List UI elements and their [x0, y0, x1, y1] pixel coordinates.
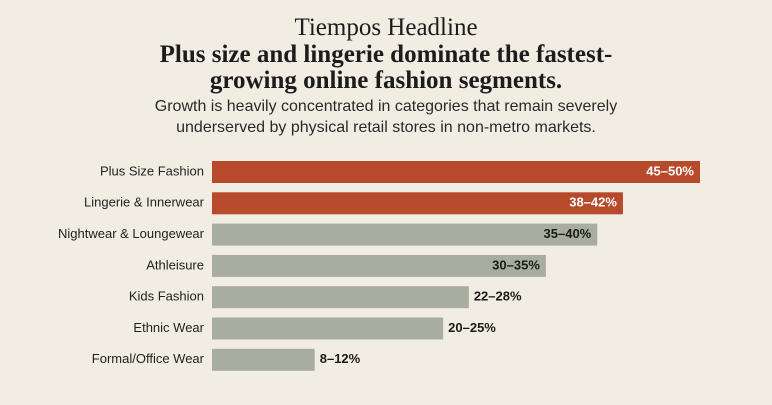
category-label: Nightwear & Loungewear [58, 226, 205, 241]
value-label: 22–28% [474, 289, 522, 304]
category-label: Kids Fashion [129, 289, 204, 304]
value-label: 45–50% [646, 163, 694, 178]
value-label: 20–25% [448, 320, 496, 335]
bar [212, 223, 598, 246]
chart-subtitle: Growth is heavily concentrated in catego… [154, 98, 618, 136]
bar [212, 192, 623, 215]
value-label: 38–42% [569, 195, 617, 210]
chart-title: Plus size and lingerie dominate the fast… [159, 41, 613, 94]
category-label: Lingerie & Innerwear [84, 195, 205, 210]
value-label: 35–40% [544, 226, 592, 241]
category-label: Athleisure [146, 257, 204, 272]
kicker: Tiempos Headline [294, 14, 478, 41]
category-label: Formal/Office Wear [92, 351, 205, 366]
bar [212, 161, 700, 183]
category-label: Ethnic Wear [133, 320, 204, 335]
bar [212, 286, 469, 309]
value-label: 30–35% [492, 257, 540, 272]
bar [212, 254, 546, 277]
value-label: 8–12% [320, 351, 361, 366]
bar [212, 348, 315, 371]
category-label: Plus Size Fashion [100, 163, 204, 178]
bar [212, 317, 444, 340]
